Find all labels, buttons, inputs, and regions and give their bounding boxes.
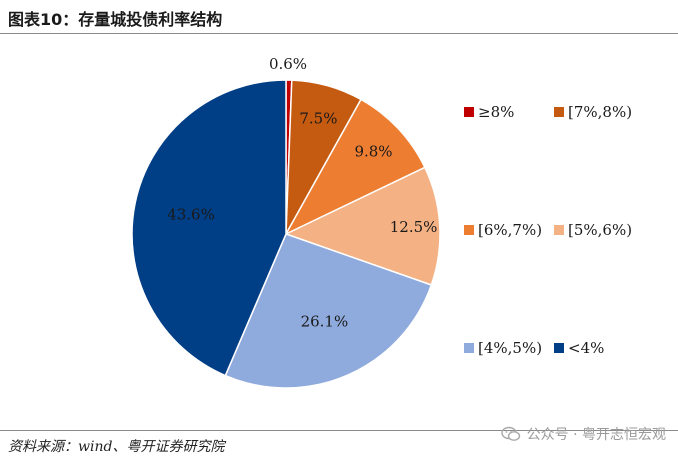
wechat-icon (500, 426, 520, 441)
legend-label-5: <4% (568, 339, 604, 357)
watermark-text: 公众号 · 粤开志恒宏观 (526, 427, 666, 443)
legend-swatch-0 (464, 107, 474, 117)
legend-swatch-1 (554, 107, 564, 117)
pie-slice-6-7-2 (285, 98, 426, 235)
chart-title: 图表10：存量城投债利率结构 (8, 10, 223, 29)
watermark: 公众号 · 粤开志恒宏观 (500, 424, 666, 444)
data-label-3: 12.5% (390, 218, 438, 236)
title-divider (0, 33, 678, 34)
legend-label-3: [5%,6%) (568, 221, 632, 239)
chart-legend: ≥8% [7%,8%) [6%,7%) [5%,6%) [4%,5%) <4% (464, 103, 632, 357)
data-label-5: 43.6% (167, 206, 215, 224)
pie-slice-4-5 (131, 79, 287, 377)
data-label-1: 7.5% (299, 109, 337, 127)
data-label-4: 26.1% (301, 312, 349, 330)
data-label-2: 9.8% (354, 143, 392, 161)
legend-swatch-5 (554, 343, 564, 353)
source-divider (0, 430, 678, 431)
legend-label-2: [6%,7%) (478, 221, 542, 239)
pie-chart: 0.6% 7.5% 9.8% 12.5% 26.1% 43.6% ≥8% [7%,8%) [6… (131, 55, 632, 389)
data-label-0: 0.6% (269, 55, 307, 73)
legend-label-0: ≥8% (478, 103, 514, 121)
legend-swatch-4 (464, 343, 474, 353)
source-note: 资料来源：wind、粤开证券研究院 (8, 439, 225, 455)
legend-swatch-3 (554, 225, 564, 235)
legend-label-1: [7%,8%) (568, 103, 632, 121)
legend-label-4: [4%,5%) (478, 339, 542, 357)
pie-slice-4-5-4 (224, 233, 433, 389)
pie-slices (131, 79, 441, 389)
legend-swatch-2 (464, 225, 474, 235)
pie-slice-5-6-3 (285, 166, 441, 286)
pie-data-labels: 0.6% 7.5% 9.8% 12.5% 26.1% 43.6% (167, 55, 437, 330)
